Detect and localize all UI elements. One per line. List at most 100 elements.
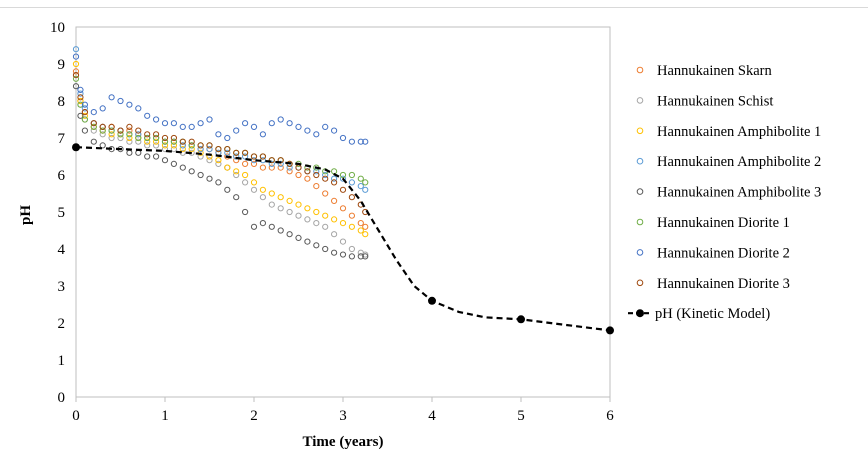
data-point [304,205,311,212]
data-point [250,153,258,160]
data-point [348,245,355,253]
legend-label: pH (Kinetic Model) [655,306,770,322]
data-point [286,197,293,204]
data-point [259,131,266,138]
data-point [331,249,338,256]
data-point [277,164,284,171]
data-point [259,194,266,201]
data-point [170,146,177,153]
legend-marker [636,66,644,74]
data-point [153,142,160,149]
data-point [339,186,347,193]
model-point [517,315,525,324]
data-point [215,157,222,164]
data-point [313,183,320,190]
data-point [295,123,302,131]
data-point [331,127,338,134]
data-point [250,223,258,230]
legend-label: Hannukainen Diorite 1 [657,215,790,231]
data-point [233,168,240,175]
data-point [242,171,249,179]
data-point [277,227,284,234]
data-point [233,171,240,179]
x-tick-label: 3 [339,408,347,424]
data-point [242,149,249,156]
data-point [339,171,347,179]
data-point [72,83,80,90]
data-point [304,127,311,134]
data-point [268,201,275,208]
data-point [357,183,364,190]
data-point [197,142,204,149]
data-point [179,142,186,149]
data-point [126,123,133,131]
data-point [153,134,160,142]
data-point [362,231,369,238]
legend-marker [636,188,644,195]
legend-label: Hannukainen Amphibolite 1 [657,124,821,140]
data-point [117,97,124,105]
data-point [322,212,329,219]
data-point [348,171,355,179]
legend-marker [636,97,644,104]
y-tick-label: 0 [58,390,66,406]
data-point [144,153,151,160]
data-point [233,149,240,156]
data-point [72,60,80,68]
model-series [72,143,614,335]
data-point [99,123,106,131]
data-point [322,190,329,197]
data-point [126,134,133,142]
legend-marker [636,249,644,256]
y-tick-label: 4 [58,242,66,258]
data-point [304,175,311,182]
data-point [197,171,204,179]
data-point [72,72,80,79]
data-point [81,127,89,134]
data-point [206,116,213,123]
data-point [153,116,160,123]
legend-marker [636,279,644,287]
data-point [81,116,89,123]
data-point [126,149,133,156]
data-point [144,138,151,145]
data-point [322,223,329,230]
data-point [286,208,293,216]
data-point [339,220,347,227]
data-point [295,234,302,241]
data-point [322,123,329,131]
data-point [188,123,195,131]
data-point [277,205,284,212]
data-point [81,112,89,119]
data-point [99,127,106,134]
data-point [286,168,293,175]
data-point [362,138,369,145]
data-point [161,142,169,149]
data-point [268,120,275,127]
legend-marker [636,127,644,135]
data-point [357,220,364,227]
data-point [108,123,115,131]
data-point [362,179,369,186]
data-point [348,138,355,145]
data-point [304,168,311,175]
data-point [188,142,195,149]
legend-label: Hannukainen Amphibolite 3 [657,185,821,201]
data-point [339,251,347,258]
data-point [339,238,347,245]
data-point [144,131,151,138]
data-point [108,94,115,101]
data-point [339,134,347,142]
data-point [268,164,275,171]
data-point [179,146,186,153]
data-point [304,238,311,245]
data-point [331,179,338,186]
data-point [224,164,231,171]
data-point [126,127,133,134]
data-point [348,223,355,230]
data-point [126,101,133,108]
data-point [250,179,258,186]
x-tick-label: 4 [428,408,436,424]
data-point [322,171,329,179]
